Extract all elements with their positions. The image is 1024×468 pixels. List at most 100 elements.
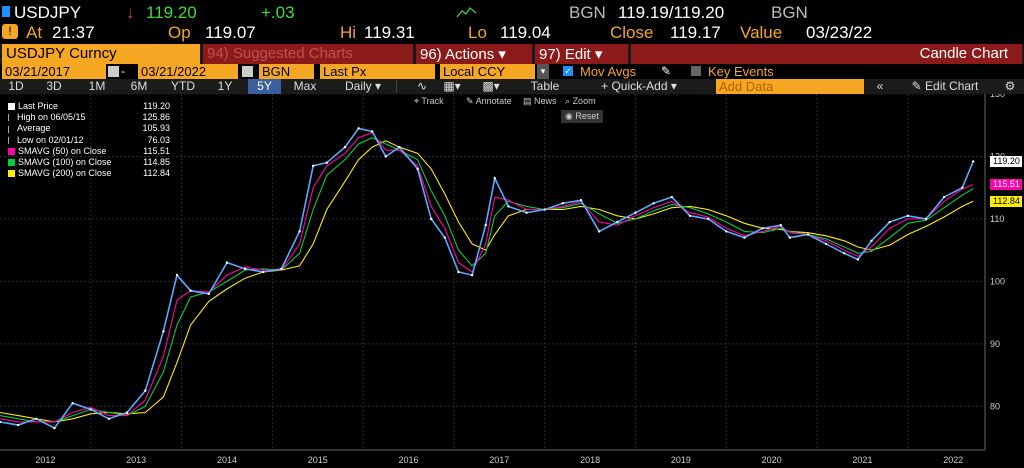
frequency-select[interactable]: Daily ▾ <box>344 79 382 93</box>
price-point <box>0 420 2 424</box>
y-tick-label: 130 <box>990 94 1005 99</box>
legend-value: 114.85 <box>143 156 170 167</box>
currency-select[interactable]: Local CCY <box>440 64 535 79</box>
period-button-max[interactable]: Max <box>293 79 317 93</box>
high-value: 119.31 <box>364 23 415 42</box>
collapse-icon[interactable]: « <box>876 79 884 93</box>
legend-label: Low on 02/01/12 <box>17 134 84 145</box>
legend-value: 105.93 <box>142 123 170 134</box>
x-tick-label: 2012 <box>35 455 55 465</box>
annotate-tool[interactable]: ✎ Annotate <box>466 96 512 107</box>
price-point <box>225 261 229 264</box>
settings-gear-icon[interactable]: ⚙ <box>1004 79 1016 93</box>
price-point <box>262 270 265 274</box>
price-point <box>961 186 964 189</box>
chart-legend: Last Price 119.20 High on 06/05/15 125.86 Av… <box>8 101 170 179</box>
divider <box>396 80 397 93</box>
price-chart[interactable]: 8090100110120130201220132014201520162017… <box>0 94 1024 468</box>
period-button-3d[interactable]: 3D <box>46 79 62 93</box>
period-button-ytd[interactable]: YTD <box>171 79 195 93</box>
legend-item: SMAVG (200) on Close 112.84 <box>8 168 170 179</box>
track-tool[interactable]: ⌖ Track <box>414 96 444 107</box>
period-button-5y[interactable]: 5Y <box>248 79 281 94</box>
legend-swatch <box>8 103 15 111</box>
x-tick-label: 2021 <box>852 455 872 465</box>
mov-avgs-label[interactable]: Mov Avgs <box>580 64 637 79</box>
calendar-icon[interactable] <box>242 66 253 77</box>
chart-settings-icon[interactable]: ▦▾ <box>443 79 461 93</box>
end-date-input[interactable]: 03/21/2022 <box>138 64 238 79</box>
price-point <box>761 227 764 230</box>
legend-item: SMAVG (100) on Close 114.85 <box>8 157 170 168</box>
date-range-bar: 03/21/2017 - 03/21/2022 BGN Last Px Loca… <box>0 64 1024 80</box>
price-point <box>634 211 637 214</box>
legend-value: 76.03 <box>147 134 170 145</box>
open-label: Op <box>168 23 191 42</box>
last-price: 119.20 <box>146 3 197 22</box>
price-point <box>484 223 487 227</box>
bar-chart-icon[interactable]: ▩▾ <box>482 79 500 93</box>
price-point <box>543 208 546 211</box>
close-label: Close <box>610 23 654 42</box>
price-point <box>89 408 92 411</box>
period-button-1y[interactable]: 1Y <box>217 79 233 93</box>
news-icon: ▤ <box>523 96 532 106</box>
price-point <box>942 195 946 199</box>
open-value: 119.07 <box>205 23 256 42</box>
date-separator: - <box>121 64 125 78</box>
price-point <box>561 202 565 205</box>
key-events-checkbox[interactable] <box>691 66 701 76</box>
reset-icon: ◉ <box>565 111 573 121</box>
quote-header: USDJPY ↓ 119.20 +.03 BGN 119.19/119.20 B… <box>0 0 1024 24</box>
key-events-label[interactable]: Key Events <box>708 64 774 79</box>
start-date-input[interactable]: 03/21/2017 <box>2 64 106 79</box>
bid-ask: 119.19/119.20 <box>618 3 725 22</box>
price-point <box>688 214 692 217</box>
pencil-icon[interactable]: ✎ <box>661 64 672 78</box>
annotate-icon: ✎ <box>466 96 474 106</box>
legend-value: 119.20 <box>143 101 170 111</box>
price-point <box>616 220 619 224</box>
value-date: 03/23/22 <box>806 23 873 42</box>
calendar-icon[interactable] <box>108 66 119 77</box>
period-button-1d[interactable]: 1D <box>8 79 24 93</box>
quick-add-menu[interactable]: + Quick-Add ▾ <box>601 79 677 93</box>
legend-value: 115.51 <box>143 145 170 156</box>
legend-item: High on 06/05/15 125.86 <box>8 112 170 123</box>
sparkline-icon <box>456 4 478 24</box>
price-point <box>788 236 792 239</box>
price-field-select[interactable]: Last Px <box>320 64 435 79</box>
price-source: BGN <box>569 3 606 22</box>
news-tool[interactable]: ▤ News <box>523 96 557 107</box>
suggested-charts-button[interactable]: 94) Suggested Charts <box>203 44 413 64</box>
currency-dropdown-icon[interactable]: ▾ <box>537 64 549 79</box>
legend-label: Last Price <box>18 101 59 111</box>
security-field[interactable]: USDJPY Curncy <box>2 44 200 64</box>
annotate-label: Annotate <box>475 96 512 106</box>
source-field[interactable]: BGN <box>259 64 314 79</box>
alert-icon: ! <box>2 24 18 39</box>
down-arrow-icon: ↓ <box>126 3 135 22</box>
crosshair-icon: ⌖ <box>414 96 420 106</box>
legend-label: SMAVG (200) on Close <box>18 168 112 179</box>
price-point <box>597 230 601 233</box>
edit-menu[interactable]: 97) Edit ▾ <box>535 44 628 64</box>
add-data-input[interactable]: Add Data <box>716 79 864 94</box>
zoom-tool[interactable]: ⌕ Zoom <box>565 96 596 107</box>
price-point <box>579 198 583 202</box>
line-chart-icon[interactable]: ∿ <box>416 79 428 93</box>
actions-menu[interactable]: 96) Actions ▾ <box>416 44 532 64</box>
quote-detail: ! At 21:37 Op 119.07 Hi 119.31 Lo 119.04… <box>0 22 1024 44</box>
series-line-smavg-200-on-close <box>0 140 974 423</box>
table-button[interactable]: Table <box>530 79 560 93</box>
period-button-1m[interactable]: 1M <box>88 79 106 93</box>
x-tick-label: 2018 <box>580 455 600 465</box>
price-point <box>384 155 388 158</box>
price-point <box>888 220 891 224</box>
period-button-6m[interactable]: 6M <box>130 79 148 93</box>
suggested-charts-label: 94) Suggested Charts <box>207 45 353 62</box>
price-point <box>144 389 147 392</box>
edit-chart-button[interactable]: ✎ Edit Chart <box>911 79 979 93</box>
reset-button[interactable]: ◉ Reset <box>561 110 603 123</box>
mov-avgs-checkbox[interactable]: ✓ <box>563 66 573 76</box>
